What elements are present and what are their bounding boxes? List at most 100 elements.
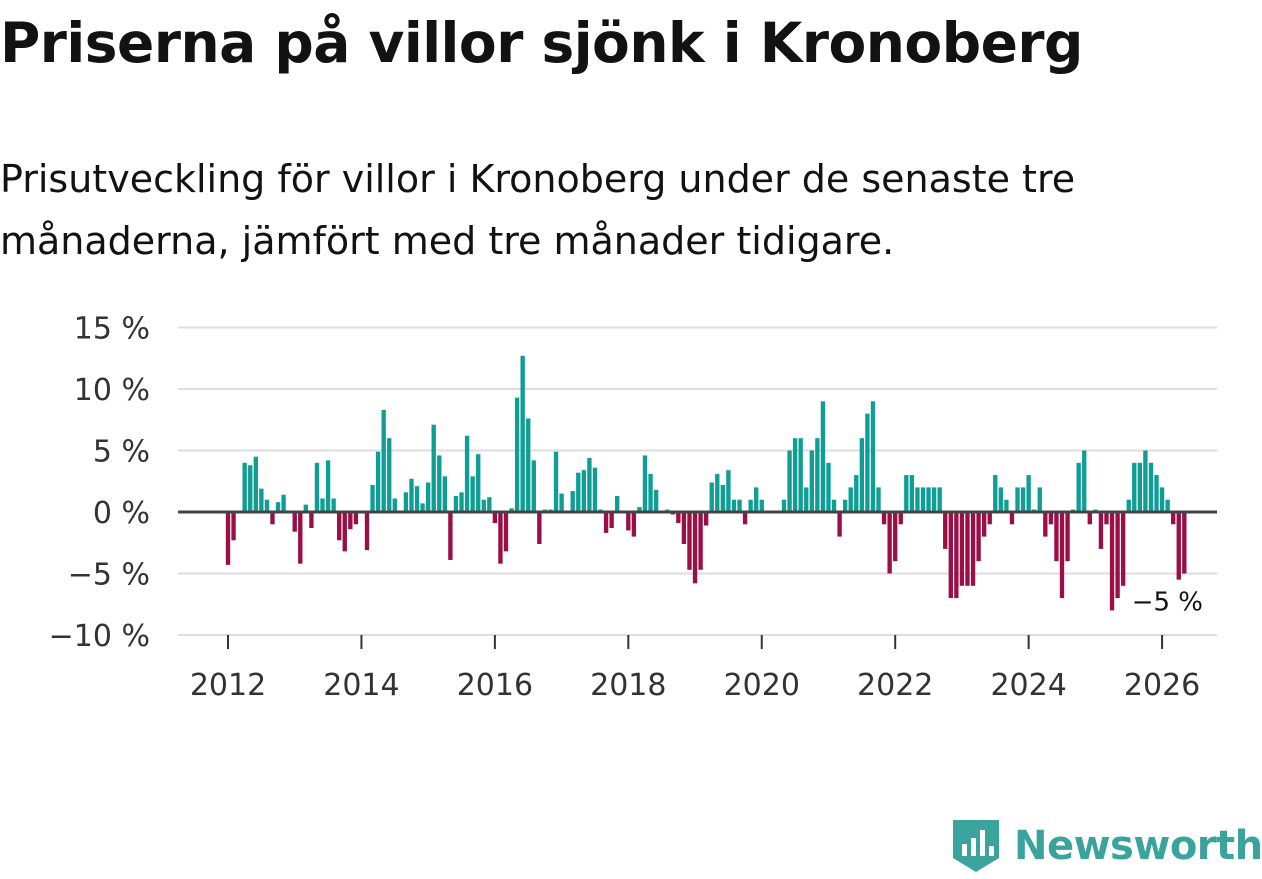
bar [842,499,848,512]
bar [303,504,309,512]
bar [1143,450,1148,512]
bar [848,487,853,512]
bar [1182,512,1187,574]
bar [615,496,620,512]
bar [1098,512,1104,549]
bar [553,451,559,512]
bar [342,512,347,552]
bar [509,508,514,512]
bar [425,482,431,512]
bar [392,498,397,512]
bar [754,487,759,512]
bar [337,512,342,541]
bar [954,512,959,599]
bar [893,512,898,562]
bar [1059,512,1065,599]
bar [815,438,820,512]
bar [859,438,865,512]
bar [248,465,253,512]
bar [787,450,792,512]
bar [470,476,475,512]
bar [865,413,870,512]
bar [409,478,414,512]
bar [381,409,386,512]
bar [937,487,942,512]
bar [993,475,998,512]
bar [943,512,948,549]
bar [1020,487,1026,512]
bar [559,493,564,512]
bar [1104,512,1109,525]
y-tick-label: 5 % [93,435,150,470]
bar [503,512,509,552]
bar [876,487,881,512]
bar [970,512,976,586]
bar [653,489,659,512]
bar [1004,499,1009,512]
bar [1082,450,1087,512]
bar [487,497,492,512]
bar [998,487,1004,512]
bar [264,499,270,512]
bar [309,512,314,528]
bar [837,512,842,537]
y-tick-label: −10 % [49,619,150,654]
bar [1165,499,1170,512]
bar [281,494,286,512]
bar [403,492,409,512]
bar [464,435,470,512]
bar [792,438,798,512]
bar [703,512,709,526]
bar [709,482,714,512]
chart-title: Priserna på villor sjönk i Kronoberg [0,11,1083,75]
bar [826,462,831,512]
newsworthy-logo-text: Newsworthy [1014,823,1262,869]
bar [959,512,965,586]
bar [726,470,731,512]
bar [581,470,587,512]
bar [437,455,442,512]
x-tick-label: 2014 [323,668,399,703]
bar [298,512,303,564]
bar [1009,512,1015,525]
bar [737,499,742,512]
bar [225,512,231,565]
bar [325,460,331,512]
bar [637,507,642,512]
bar [1137,462,1143,512]
bar [681,512,687,544]
x-tick-label: 2020 [724,668,800,703]
bar [981,512,987,537]
bar [570,491,575,512]
newsworthy-logo-icon [953,820,999,872]
bar [781,499,787,512]
bar [387,438,392,512]
bar [731,499,737,512]
bar [920,487,926,512]
bar [976,512,981,562]
bar [1054,512,1059,562]
bar [520,355,525,512]
bar [592,467,598,512]
bar [526,418,531,512]
bar [1065,512,1070,562]
bar [498,512,503,564]
bar [587,457,592,512]
bar [1026,475,1031,512]
bar [242,462,247,512]
bar [353,512,359,525]
bar [631,512,637,537]
x-tick-label: 2022 [857,668,933,703]
bar [231,512,236,541]
bar [537,512,542,544]
bar [948,512,953,599]
bar [320,498,325,512]
bar [1037,487,1042,512]
bar [887,512,892,574]
bar [259,488,264,512]
bar [915,487,920,512]
bar [1043,512,1048,537]
bar [576,472,581,512]
bar [854,475,859,512]
